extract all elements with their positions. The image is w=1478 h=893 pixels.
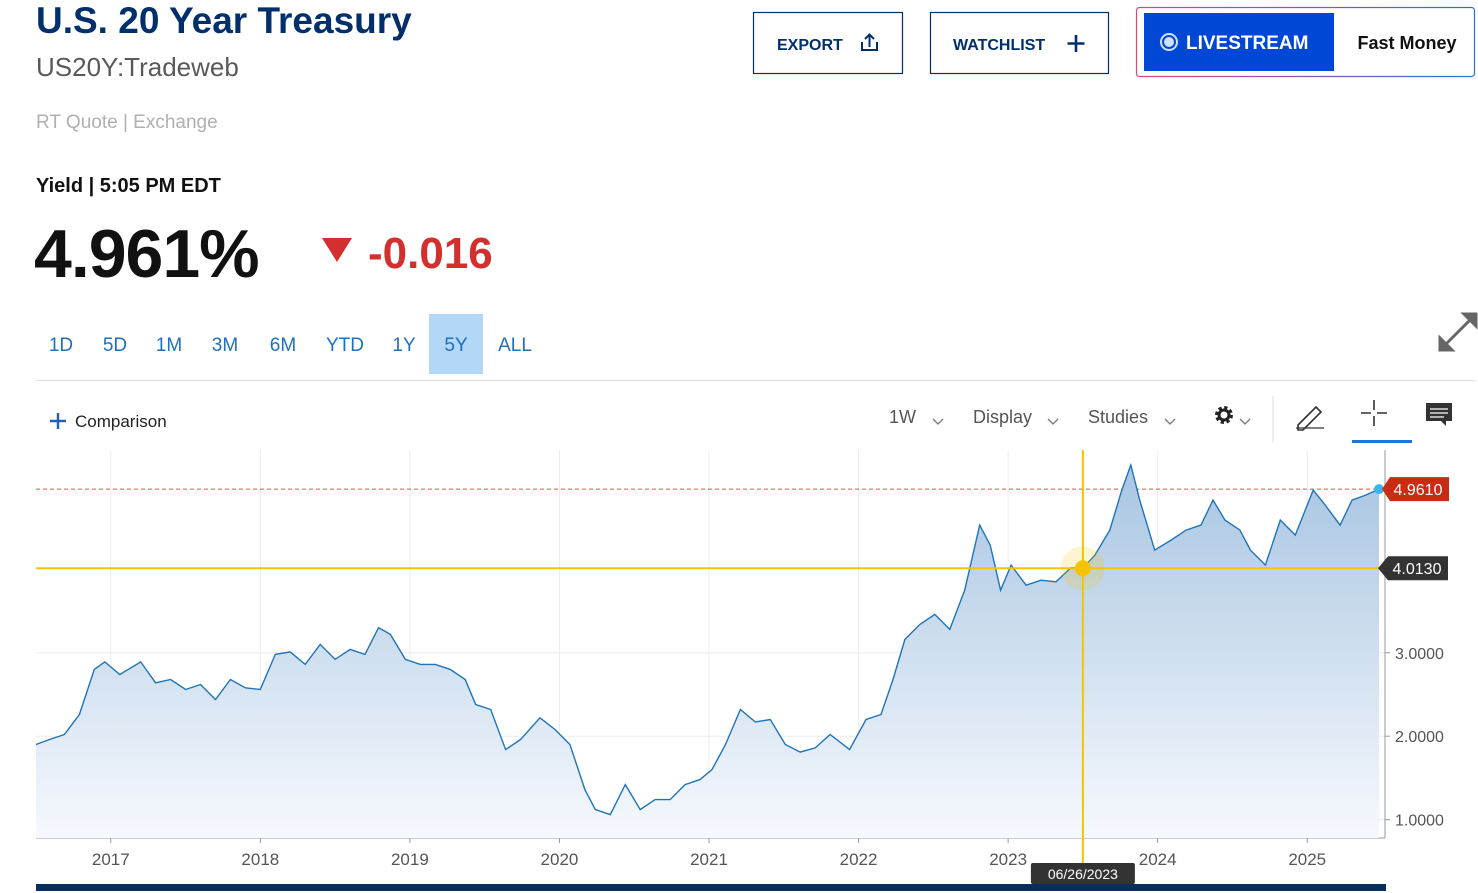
- x-tick-label: 2022: [840, 850, 878, 869]
- last-price-tag: [1382, 477, 1449, 502]
- livestream-group: LIVESTREAM Fast Money: [1135, 6, 1476, 78]
- x-tick-label: 2017: [92, 850, 130, 869]
- livestream-label: LIVESTREAM: [1186, 33, 1308, 54]
- range-tabs: 1D 5D 1M 3M 6M YTD 1Y 5Y ALL: [49, 314, 532, 374]
- x-tick-label: 2025: [1288, 850, 1326, 869]
- display-label: Display: [973, 407, 1032, 427]
- expand-icon[interactable]: [1438, 312, 1478, 352]
- source: RT Quote | Exchange: [36, 112, 218, 133]
- range-tab[interactable]: 5Y: [429, 314, 483, 374]
- settings-button[interactable]: [1215, 406, 1251, 425]
- range-tab-label: 5D: [103, 335, 127, 356]
- quote-label: Yield | 5:05 PM EDT: [36, 175, 221, 197]
- range-tab[interactable]: 6M: [270, 335, 296, 356]
- range-tab[interactable]: ALL: [498, 335, 532, 356]
- show-name[interactable]: Fast Money: [1357, 33, 1456, 53]
- draw-button[interactable]: [1296, 405, 1324, 431]
- area: [36, 465, 1380, 838]
- interval-menu[interactable]: 1W: [889, 407, 944, 427]
- range-tab[interactable]: 1M: [156, 335, 182, 356]
- x-tick-label: 2024: [1139, 850, 1177, 869]
- y-tick-label: 3.0000: [1395, 646, 1444, 663]
- display-menu[interactable]: Display: [973, 407, 1059, 427]
- crosshair-point: [1074, 560, 1091, 577]
- chart: 2017 2018 2019 2020 2021 2022 2023 2024 2025 1.00…: [35, 450, 1449, 884]
- bottom-bar: [36, 884, 1386, 891]
- range-tab-label: 6M: [270, 335, 296, 356]
- range-tab-label: 1Y: [392, 335, 416, 356]
- comparison-label: Comparison: [75, 412, 167, 431]
- range-tab-active: [429, 314, 483, 374]
- x-tick-label: 2018: [241, 850, 279, 869]
- x-tick-label: 2019: [391, 850, 429, 869]
- range-tab-label: 3M: [212, 335, 238, 356]
- title: U.S. 20 Year Treasury: [36, 0, 412, 41]
- range-tab[interactable]: 1D: [49, 335, 73, 356]
- range-tab-label: 1M: [156, 335, 182, 356]
- x-tick-label: 2023: [989, 850, 1027, 869]
- y-tick-label: 2.0000: [1395, 729, 1444, 746]
- range-tab[interactable]: 3M: [212, 335, 238, 356]
- x-tick-label: 2021: [690, 850, 728, 869]
- range-tab[interactable]: 5D: [103, 335, 127, 356]
- x-tick-label: 2020: [541, 850, 579, 869]
- interval-label: 1W: [889, 407, 916, 427]
- symbol: US20Y:Tradeweb: [36, 52, 239, 82]
- studies-menu[interactable]: Studies: [1088, 407, 1176, 427]
- y-tick-label: 1.0000: [1395, 813, 1444, 830]
- range-tab-label: 5Y: [444, 335, 468, 356]
- change: -0.016: [368, 229, 493, 278]
- crosshair-date-label: 06/26/2023: [1048, 866, 1118, 882]
- export-label: EXPORT: [777, 37, 843, 54]
- price: 4.961%: [34, 216, 259, 292]
- crosshair-price-label: 4.0130: [1393, 561, 1442, 578]
- range-tab-label: 1D: [49, 335, 73, 356]
- range-tab-label: ALL: [498, 335, 532, 356]
- crosshair-price-tag: [1378, 556, 1448, 581]
- last-point: [1374, 484, 1385, 495]
- line: [35, 462, 1380, 816]
- crosshair-button[interactable]: [1352, 400, 1412, 443]
- export-button[interactable]: EXPORT: [752, 11, 904, 75]
- comment-button[interactable]: [1426, 403, 1452, 426]
- last-price-label: 4.9610: [1394, 482, 1443, 499]
- studies-label: Studies: [1088, 407, 1148, 427]
- watchlist-label: WATCHLIST: [953, 37, 1045, 54]
- crosshair-date-tag: [1030, 863, 1135, 884]
- comparison-button[interactable]: Comparison: [50, 412, 167, 431]
- livestream-button[interactable]: LIVESTREAM: [1144, 13, 1334, 71]
- down-arrow: [322, 238, 352, 262]
- range-tab[interactable]: YTD: [326, 335, 364, 356]
- watchlist-button[interactable]: WATCHLIST: [929, 11, 1110, 75]
- range-tab[interactable]: 1Y: [392, 335, 416, 356]
- range-tab-label: YTD: [326, 335, 364, 356]
